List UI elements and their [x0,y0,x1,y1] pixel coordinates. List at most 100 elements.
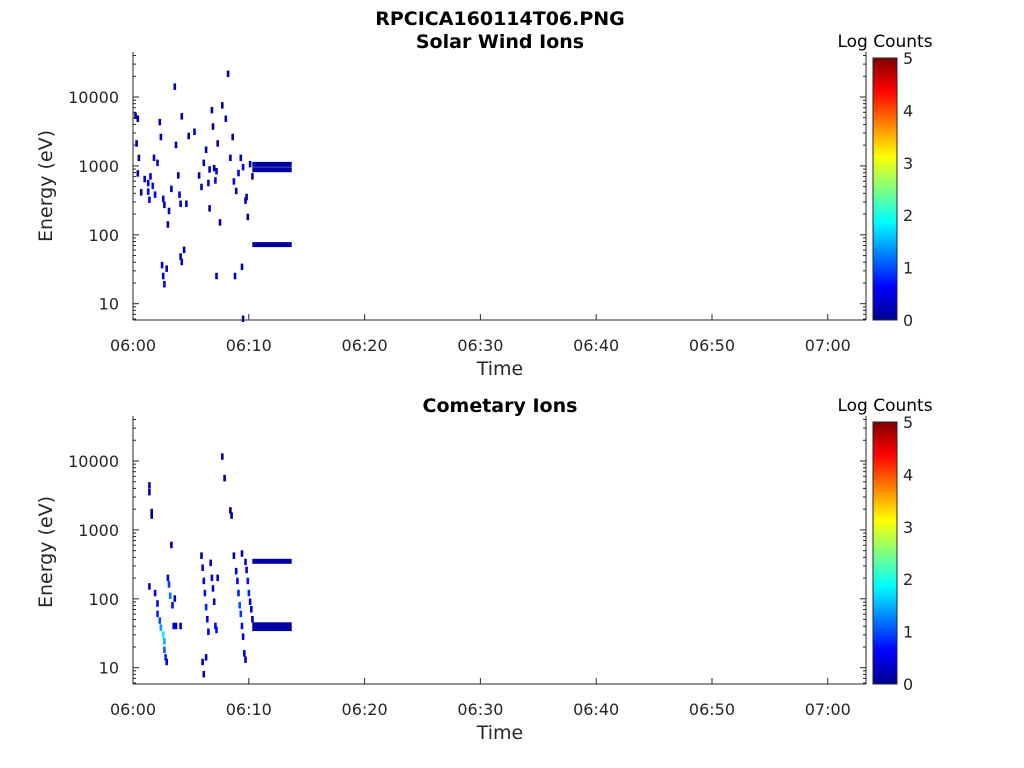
x-axis-ticks: 06:00 06:10 06:20 06:30 06:40 06:50 07:00 [110,678,851,719]
heatmap-cell [160,261,164,269]
heatmap-cell [200,552,203,559]
heatmap-cell [197,172,201,179]
heatmap-cell [137,154,141,162]
colorbar-tick-label: 4 [903,101,913,120]
heatmap-cell [159,624,163,631]
heatmap-cell [210,574,214,582]
x-tick-label: 06:10 [226,336,272,355]
heatmap-cell [240,263,244,271]
heatmap-cell [185,200,188,207]
heatmap-cell [163,646,166,654]
y-tick-label: 10 [99,659,119,678]
heatmap-cell [171,602,174,609]
heatmap-cells [148,453,292,678]
heatmap-cell [165,658,168,666]
y-tick-label: 10000 [68,452,119,471]
colorbar-tick-label: 1 [903,623,913,642]
heatmap-cell [156,159,159,167]
heatmap-cell [244,558,247,566]
heatmap-cell [200,183,203,191]
heatmap-cell [151,182,155,190]
heatmap-band [252,622,292,628]
heatmap-cell [159,133,163,141]
heatmap-cell [152,154,156,162]
heatmap-cell [161,631,165,638]
y-tick-label: 10 [99,295,119,314]
heatmap-cell [241,633,245,640]
heatmap-cell [244,656,247,663]
heatmap-cell [201,564,204,571]
heatmap-cell [173,595,177,602]
heatmap-cell [239,154,243,162]
colorbar [872,57,898,321]
x-axis-ticks: 06:00 06:10 06:20 06:30 06:40 06:50 07:00 [110,314,851,355]
figure-title: RPCICA160114T06.PNG [375,8,625,30]
x-tick-label: 06:20 [342,700,388,719]
heatmap-cell [223,474,226,482]
heatmap-cell [229,507,232,514]
heatmap-cell [204,654,208,661]
heatmap-cell [178,191,181,198]
heatmap-cell [201,658,204,666]
heatmap-cell [146,188,150,195]
heatmap-cell [216,574,219,582]
heatmap-cell [163,281,166,288]
heatmap-cell [166,221,170,228]
heatmap-cell [233,272,237,280]
x-tick-label: 06:10 [226,700,272,719]
x-tick-label: 06:50 [689,700,735,719]
heatmap-band [252,626,292,632]
colorbar-tick-label: 5 [903,413,913,432]
y-tick-label: 10000 [68,88,119,107]
heatmap-cell [134,112,137,119]
heatmap-cell [161,272,165,280]
heatmap-cell [193,128,196,135]
heatmap-cell [148,196,151,203]
heatmap-cell [212,598,216,605]
x-tick-label: 07:00 [805,700,851,719]
x-tick-label: 06:30 [457,700,503,719]
heatmap-cell [241,315,245,322]
heatmap-cell [172,622,175,630]
heatmap-cell [174,141,178,149]
heatmap-cell [153,589,157,597]
heatmap-cell [232,178,236,185]
heatmap-cell [166,574,170,582]
heatmap-cell [180,258,184,266]
heatmap-cell [163,638,166,645]
heatmap-cell [204,146,208,153]
heatmap-cell [240,622,244,630]
heatmap-cell [161,195,165,203]
heatmap-cell [251,616,254,623]
heatmap-cell [168,592,172,599]
heatmap-cell [221,102,224,109]
heatmap-cell [202,159,206,167]
heatmap-cell [232,552,236,559]
heatmap-cell [234,567,238,575]
heatmap-cell [238,602,241,609]
heatmap-cell [247,589,251,597]
heatmap-cell [230,512,233,519]
colorbar-tick-label: 0 [903,675,913,694]
colorbar-tick-label: 1 [903,259,913,278]
colorbar-ticks: 0 1 2 3 4 5 [903,413,913,694]
heatmap-cells [134,70,292,322]
heatmap-cell [204,603,208,611]
heatmap-cell [136,170,140,177]
heatmap-band [252,558,292,564]
heatmap-cell [158,617,162,624]
heatmap-cell [224,115,228,122]
heatmap-cell [208,205,211,212]
colorbar-tick-label: 3 [903,518,913,537]
heatmap-cell [208,166,211,173]
heatmap-cell [248,160,252,168]
heatmap-cell [243,650,246,657]
heatmap-cell [174,622,178,630]
heatmap-cell [244,197,247,204]
colorbar-tick-label: 2 [903,570,913,589]
heatmap-cell [234,187,238,195]
heatmap-cell [236,577,239,585]
x-axis-label: Time [476,358,524,380]
